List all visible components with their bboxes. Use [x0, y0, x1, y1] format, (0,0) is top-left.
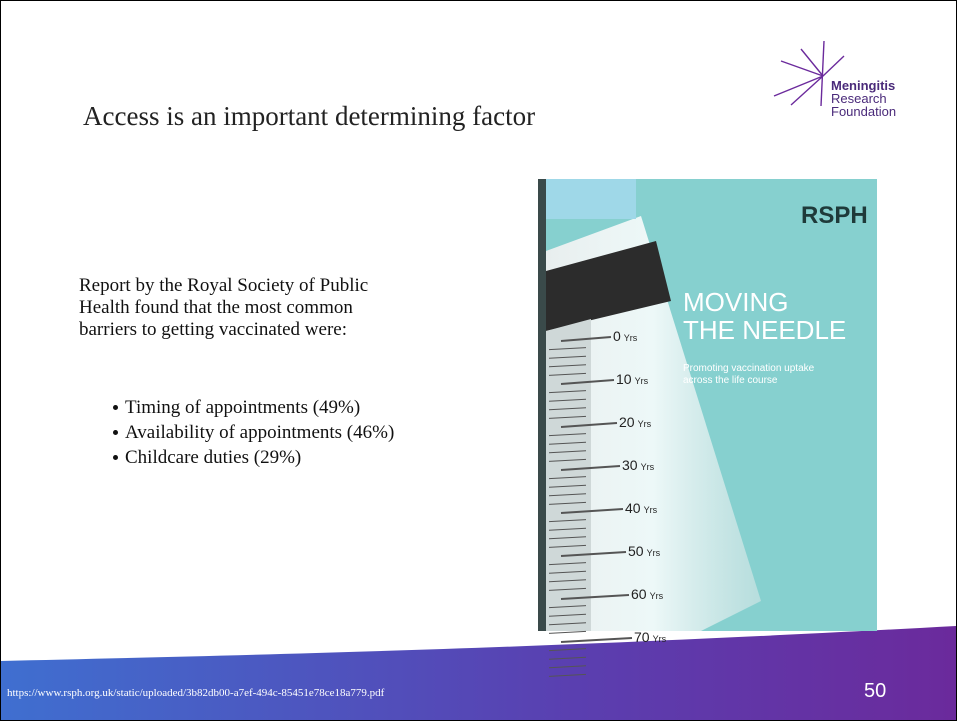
scale-unit: Yrs — [647, 548, 661, 558]
scale-unit: Yrs — [653, 634, 667, 644]
source-url: https://www.rsph.org.uk/static/uploaded/… — [7, 687, 384, 699]
cover-title: MOVING — [683, 287, 788, 317]
scale-unit: Yrs — [650, 591, 664, 601]
bullet-item: Timing of appointments (49%) — [113, 395, 394, 420]
cover-brand: RSPH — [801, 202, 868, 229]
bullet-text: Childcare duties (29%) — [125, 447, 301, 468]
bullet-dot — [113, 455, 118, 460]
footer-band — [1, 626, 956, 720]
scale-number: 50 — [628, 543, 644, 559]
slide: RSPH MOVINGTHE NEEDLE Promoting vaccinatio… — [0, 0, 957, 721]
bullet-item: Availability of appointments (46%) — [113, 420, 394, 445]
scale-minor-tick — [549, 631, 586, 633]
scale-number: 0 — [613, 328, 621, 344]
scale-number: 60 — [631, 586, 647, 602]
bullet-dot — [113, 430, 118, 435]
cover-image — [538, 179, 877, 676]
cover-subtitle: across the life course — [683, 375, 778, 386]
logo: Meningitis Research Foundation — [831, 79, 896, 118]
slide-title: Access is an important determining facto… — [83, 101, 535, 132]
page-number: 50 — [864, 680, 886, 703]
scale-number: 40 — [625, 500, 641, 516]
intro-line: Health found that the most common — [79, 297, 368, 319]
scale-number: 70 — [634, 629, 650, 645]
scale-unit: Yrs — [624, 333, 638, 343]
bullet-text: Timing of appointments (49%) — [125, 397, 360, 418]
scale-number: 30 — [622, 457, 638, 473]
scale-number: 20 — [619, 414, 635, 430]
intro-line: barriers to getting vaccinated were: — [79, 319, 368, 341]
logo-line: Foundation — [831, 105, 896, 118]
bullet-list: Timing of appointments (49%) Availability… — [113, 395, 394, 470]
scale-unit: Yrs — [641, 462, 655, 472]
cover-title: THE NEEDLE — [683, 315, 846, 345]
intro-line: Report by the Royal Society of Public — [79, 275, 368, 297]
bullet-text: Availability of appointments (46%) — [125, 422, 394, 443]
scale-unit: Yrs — [638, 419, 652, 429]
scale-tick — [561, 638, 632, 642]
scale-unit: Yrs — [635, 376, 649, 386]
bullet-item: Childcare duties (29%) — [113, 445, 394, 470]
scale-number: 10 — [616, 371, 632, 387]
bullet-dot — [113, 405, 118, 410]
cover-subtitle: Promoting vaccination uptake — [683, 363, 815, 374]
scale-unit: Yrs — [644, 505, 658, 515]
